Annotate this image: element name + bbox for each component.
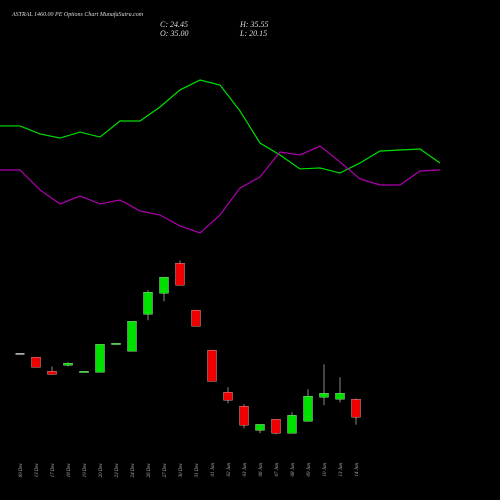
candle-body (255, 424, 265, 431)
x-tick-label: 19 Dec (83, 462, 88, 477)
x-tick-label: 13 Dec (35, 462, 40, 477)
x-tick-label: 30 Dec (179, 462, 184, 477)
high-label: H: 35.55 (239, 20, 268, 29)
candle-body (31, 357, 41, 368)
x-tick-label: 09 Jan (307, 463, 312, 477)
candle-body (239, 406, 249, 426)
candle-body (143, 292, 153, 315)
x-tick-label: 17 Dec (51, 462, 56, 477)
candle-body (335, 393, 345, 400)
x-tick-label: 26 Dec (147, 462, 152, 477)
candle-body (15, 353, 25, 355)
candle-body (191, 310, 201, 327)
x-tick-label: 18 Dec (67, 462, 72, 477)
candle-body (127, 321, 137, 352)
candle-body (175, 263, 185, 286)
candle-body (287, 415, 297, 434)
x-tick-label: 31 Dec (195, 462, 200, 477)
candle-body (223, 392, 233, 401)
candle-body (207, 350, 217, 382)
candle-body (95, 344, 105, 373)
x-tick-label: 10 Jan (323, 463, 328, 477)
candle-body (111, 343, 121, 345)
candle-body (159, 277, 169, 294)
x-tick-label: 02 Jan (227, 463, 232, 477)
x-tick-label: 07 Jan (275, 463, 280, 477)
low-label: L: 20.15 (239, 29, 267, 38)
candle-body (63, 363, 73, 366)
candle-body (271, 419, 281, 434)
candle-body (47, 371, 57, 375)
x-tick-label: 27 Dec (163, 462, 168, 477)
x-tick-label: 14 Jan (355, 463, 360, 477)
close-label: C: 24.45 (160, 20, 188, 29)
candle-body (351, 399, 361, 418)
x-tick-label: 13 Jan (339, 463, 344, 477)
candle-body (319, 393, 329, 398)
candle-body (303, 396, 313, 422)
chart-title: ASTRAL 1460.00 PE Options Chart MunafaSu… (11, 11, 144, 18)
x-tick-label: 01 Jan (211, 463, 216, 477)
candle-body (79, 371, 89, 373)
x-tick-label: 23 Dec (115, 462, 120, 477)
indicator-line (0, 79, 441, 174)
indicator-line (0, 145, 441, 234)
x-tick-label: 09 Dec (19, 462, 24, 477)
x-tick-label: 06 Jan (259, 463, 264, 477)
x-tick-label: 24 Dec (131, 462, 136, 477)
open-label: O: 35.00 (160, 29, 188, 38)
x-tick-label: 03 Jan (243, 463, 248, 477)
x-tick-label: 08 Jan (291, 463, 296, 477)
x-tick-label: 20 Dec (99, 462, 104, 477)
